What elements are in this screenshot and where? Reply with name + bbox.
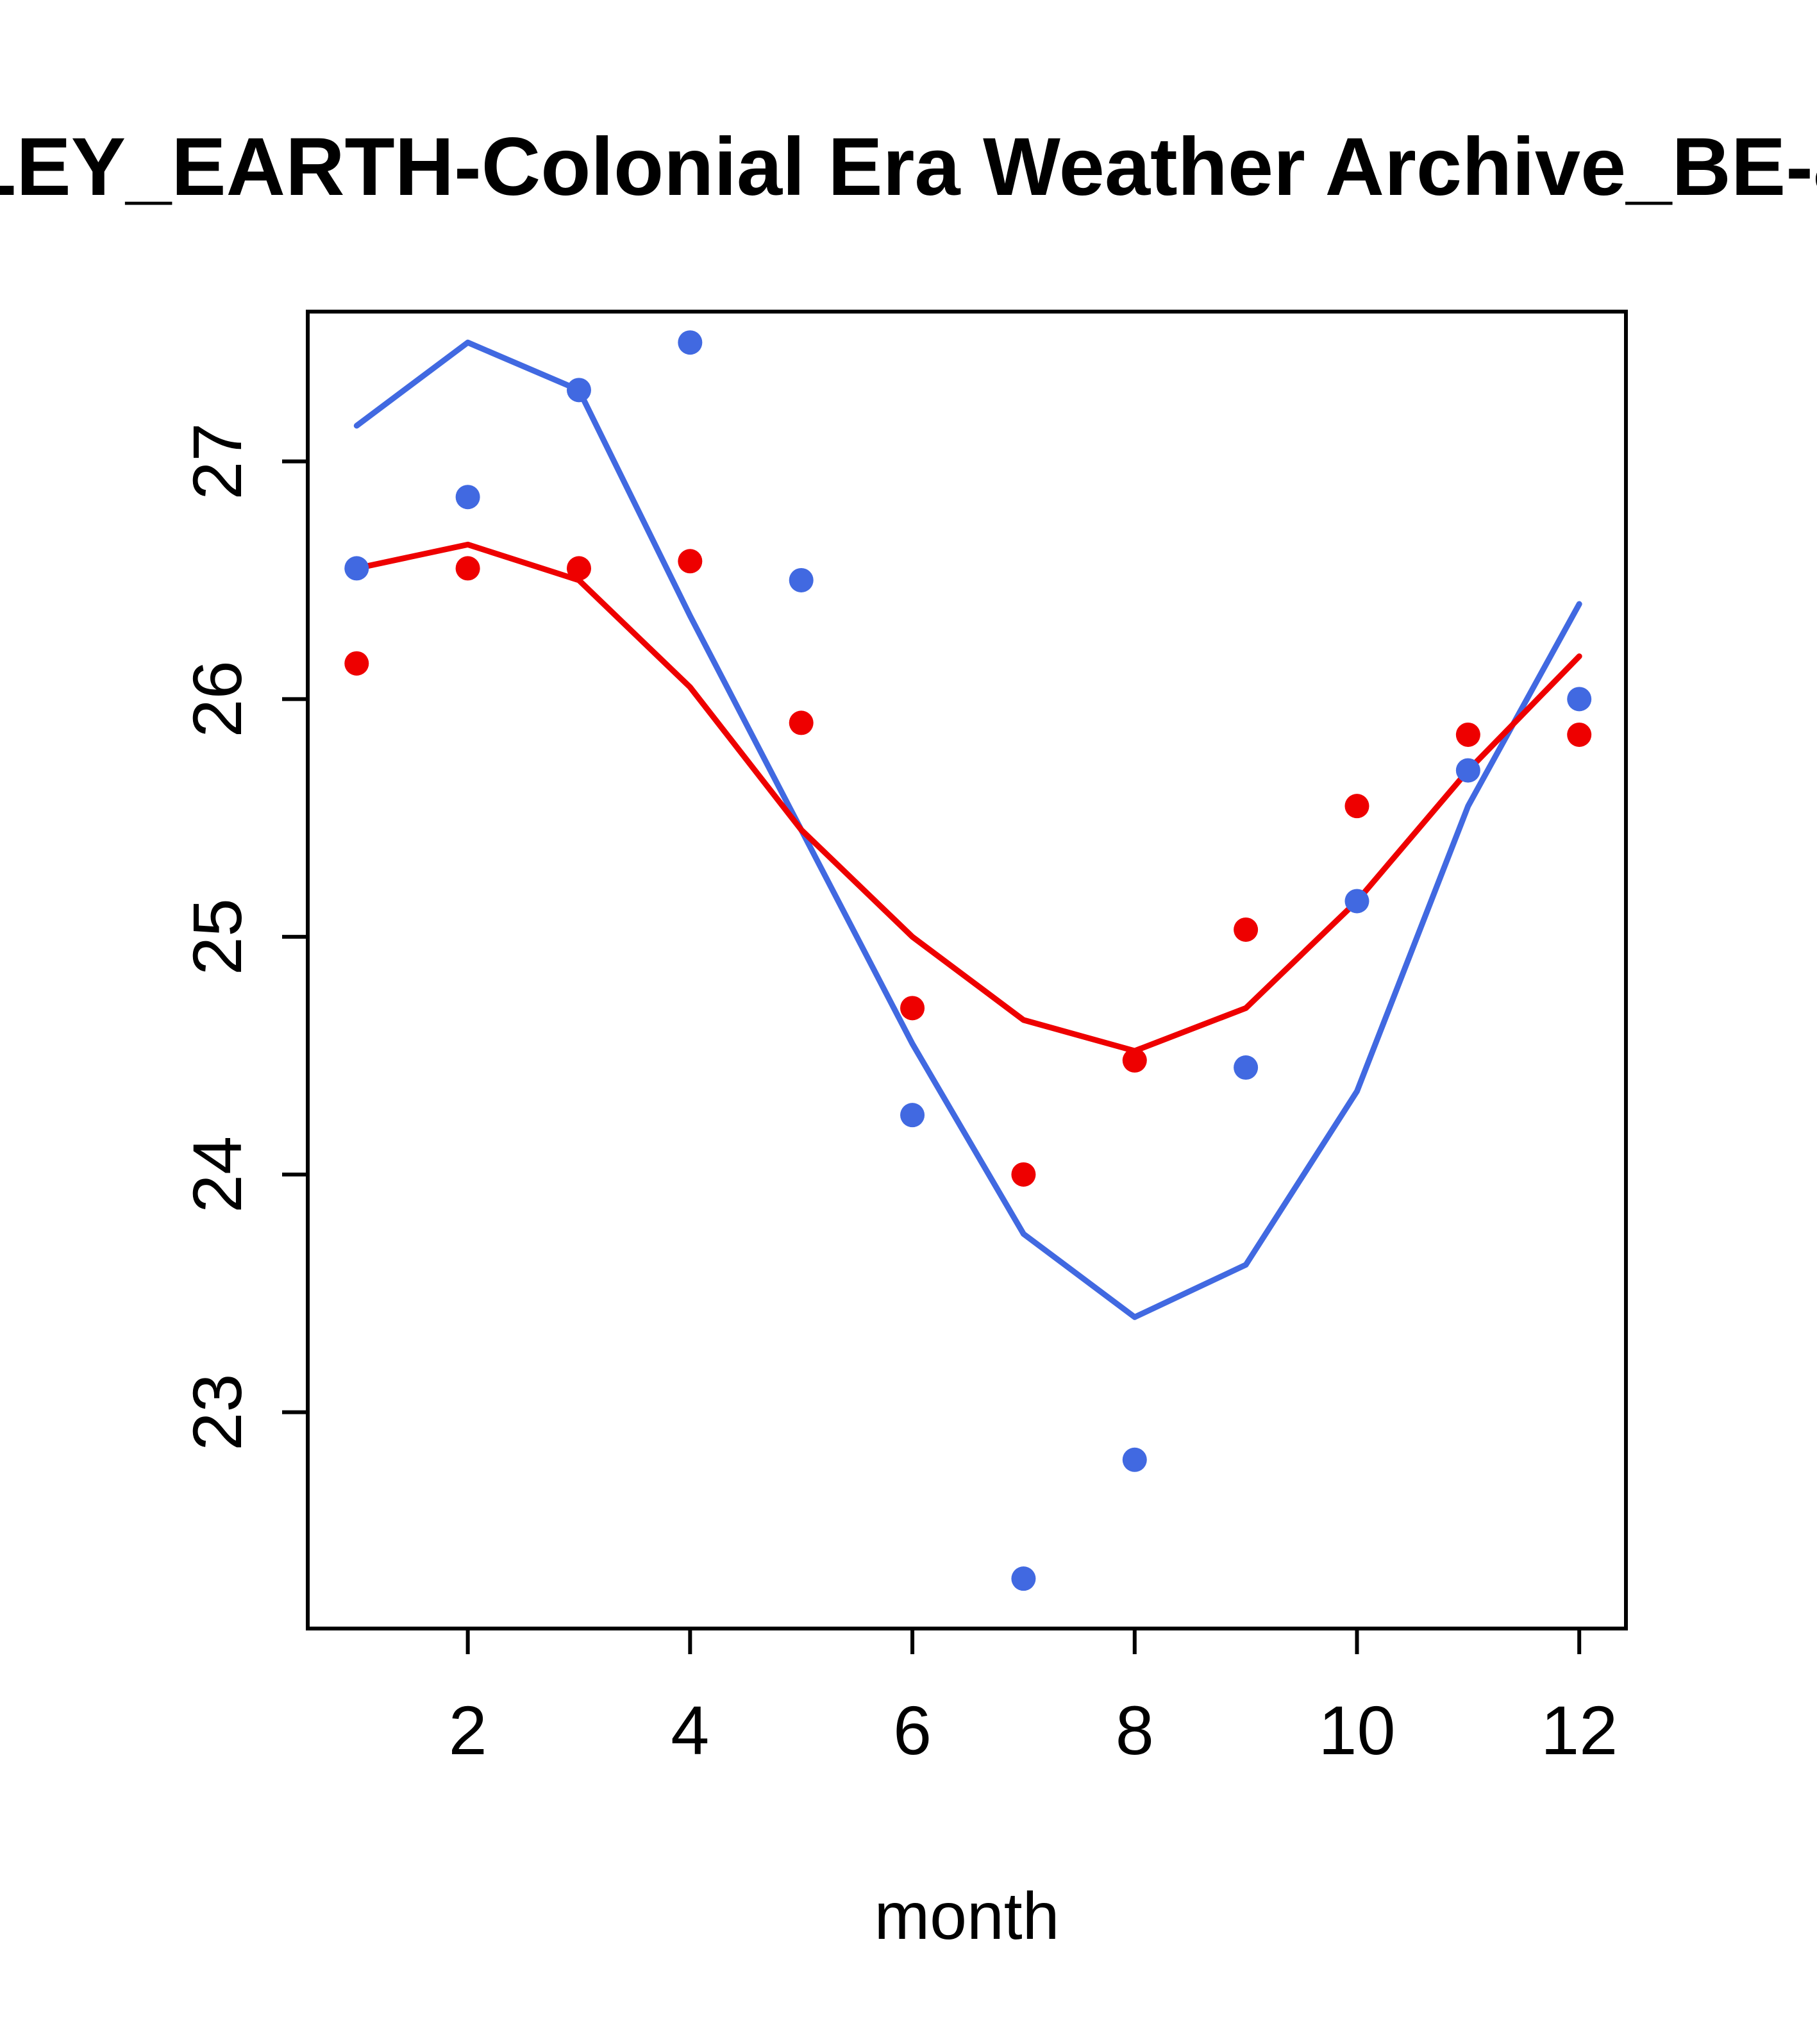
blue-observations-point — [1455, 758, 1480, 783]
red-observations-point — [566, 556, 591, 581]
x-tick-label: 6 — [893, 1691, 932, 1769]
x-tick-label: 8 — [1116, 1691, 1154, 1769]
blue-observations-point — [1011, 1566, 1036, 1591]
y-tick-label: 24 — [178, 1136, 256, 1213]
x-tick-label: 4 — [671, 1691, 709, 1769]
blue-observations-point — [1344, 889, 1369, 914]
series-red-trend-line — [353, 541, 1582, 1054]
series-blue-observations — [344, 330, 1592, 1591]
series-red-observations — [344, 549, 1592, 1187]
red-observations-point — [900, 996, 925, 1021]
red-observations-point — [1455, 722, 1480, 747]
plot-box — [306, 310, 1628, 1630]
blue-trend-line — [353, 339, 1582, 1320]
red-observations-point — [1567, 722, 1592, 747]
y-tick-label: 27 — [178, 423, 256, 500]
blue-observations-point — [344, 556, 369, 581]
red-trend-line — [353, 541, 1582, 1054]
blue-observations-point — [566, 378, 591, 403]
blue-observations-point — [1122, 1447, 1147, 1472]
red-observations-point — [1344, 794, 1369, 819]
blue-observations-point — [455, 485, 480, 510]
series-layer — [344, 330, 1592, 1591]
blue-observations-point — [1234, 1055, 1259, 1080]
red-observations-point — [1234, 917, 1259, 942]
red-observations-point — [1011, 1162, 1036, 1187]
x-tick-label: 10 — [1318, 1691, 1395, 1769]
blue-observations-point — [678, 330, 703, 355]
y-tick-label: 23 — [178, 1374, 256, 1451]
red-observations-point — [678, 549, 703, 574]
series-blue-trend-line — [353, 339, 1582, 1320]
x-tick-label: 12 — [1541, 1691, 1618, 1769]
x-axis-label: month — [874, 1879, 1059, 1954]
red-observations-point — [1122, 1048, 1147, 1073]
blue-observations-point — [789, 567, 814, 592]
red-observations-point — [455, 556, 480, 581]
chart-title: ELEY_EARTH-Colonial Era Weather Archive_… — [0, 121, 1817, 213]
x-tick-label: 2 — [449, 1691, 487, 1769]
y-tick-label: 25 — [178, 898, 256, 975]
blue-observations-point — [1567, 687, 1592, 712]
red-observations-point — [344, 651, 369, 676]
y-tick-label: 26 — [178, 660, 256, 737]
red-observations-point — [789, 710, 814, 735]
blue-observations-point — [900, 1103, 925, 1128]
